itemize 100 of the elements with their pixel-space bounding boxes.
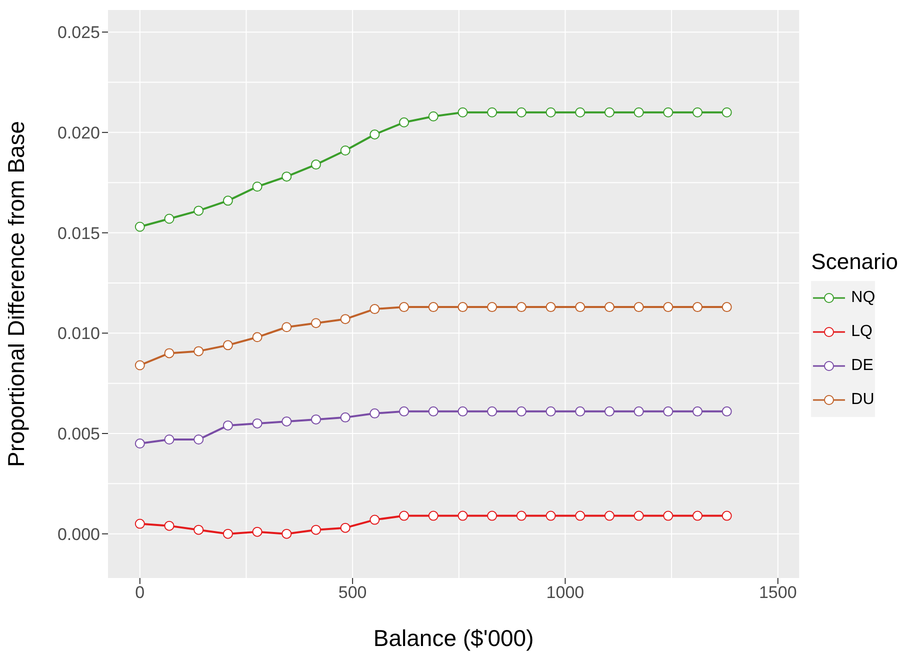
point: [340, 412, 350, 422]
y-tick-label: 0.025: [57, 23, 100, 42]
point: [134, 518, 145, 529]
point: [634, 406, 644, 416]
point: [692, 510, 703, 521]
point: [370, 408, 380, 418]
x-tick-label: 1000: [546, 583, 584, 602]
point: [663, 406, 674, 416]
point: [222, 528, 233, 539]
point: [458, 107, 468, 118]
point: [134, 222, 145, 232]
point: [663, 302, 674, 312]
point: [282, 416, 292, 426]
y-tick-label: 0.000: [57, 524, 100, 544]
point: [194, 206, 204, 216]
point: [399, 510, 410, 521]
point: [222, 340, 233, 350]
point: [428, 111, 438, 122]
point: [458, 302, 468, 312]
y-tick-label: 0.005: [57, 424, 100, 444]
point: [252, 182, 262, 192]
point: [604, 406, 614, 416]
point: [575, 510, 586, 521]
point: [516, 406, 526, 416]
point: [458, 406, 468, 416]
point: [282, 322, 292, 332]
point: [399, 406, 410, 416]
point: [310, 318, 321, 328]
point: [458, 510, 468, 521]
point: [516, 302, 526, 312]
point: [340, 145, 350, 156]
point: [282, 528, 292, 539]
point: [575, 406, 586, 416]
point: [340, 314, 350, 324]
point: [663, 107, 674, 118]
point: [634, 510, 644, 521]
point: [164, 348, 174, 358]
point: [546, 107, 556, 118]
point: [516, 107, 526, 118]
x-tick-label: 1500: [758, 583, 797, 602]
point: [722, 406, 732, 416]
point: [692, 302, 703, 312]
legend-label: NQ: [851, 289, 876, 307]
y-tick-label: 0.015: [57, 224, 100, 243]
point: [194, 524, 204, 535]
point: [310, 160, 321, 170]
legend-label: DU: [851, 391, 874, 409]
point: [222, 196, 233, 206]
point: [370, 514, 380, 525]
point: [428, 406, 438, 416]
point: [722, 510, 732, 521]
point: [399, 302, 410, 312]
legend-label: DE: [851, 357, 874, 375]
point: [546, 406, 556, 416]
point: [487, 406, 498, 416]
point: [516, 510, 526, 521]
point: [575, 107, 586, 118]
point: [134, 360, 145, 370]
point: [634, 302, 644, 312]
point: [164, 520, 174, 531]
point: [604, 107, 614, 118]
point: [722, 302, 732, 312]
point: [575, 302, 586, 312]
y-tick-label: 0.020: [57, 123, 100, 142]
point: [340, 522, 350, 533]
point: [428, 510, 438, 521]
point: [634, 107, 644, 118]
point: [487, 510, 498, 521]
point: [194, 434, 204, 445]
x-tick-label: 500: [338, 583, 367, 602]
point: [370, 129, 380, 140]
point: [310, 414, 321, 424]
point: [428, 302, 438, 312]
point: [692, 406, 703, 416]
point: [134, 438, 145, 449]
point: [487, 302, 498, 312]
point: [604, 510, 614, 521]
point: [370, 304, 380, 314]
legend-title: Scenario: [811, 249, 898, 275]
point: [164, 214, 174, 224]
point: [692, 107, 703, 118]
y-tick-label: 0.010: [57, 324, 100, 344]
point: [252, 418, 262, 428]
x-axis-title: Balance ($'000): [373, 625, 534, 651]
point: [282, 172, 292, 182]
point: [604, 302, 614, 312]
point: [222, 420, 233, 430]
point: [310, 524, 321, 535]
point: [194, 346, 204, 356]
point: [252, 332, 262, 342]
point: [722, 107, 732, 118]
point: [546, 510, 556, 521]
point: [487, 107, 498, 118]
point: [399, 117, 410, 128]
point: [546, 302, 556, 312]
x-tick-label: 0: [135, 583, 145, 602]
point: [663, 510, 674, 521]
point: [164, 434, 174, 445]
point: [252, 526, 262, 537]
legend-label: LQ: [851, 323, 872, 341]
